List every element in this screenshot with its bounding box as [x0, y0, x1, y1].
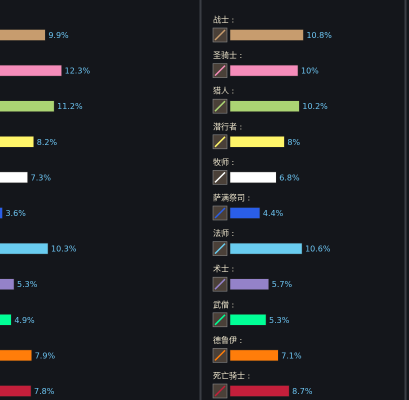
bar — [229, 136, 285, 148]
value-label: 11.2% — [57, 102, 83, 111]
class-icon-glyph — [214, 100, 226, 112]
class-icon-glyph — [214, 243, 226, 255]
bar — [229, 278, 270, 290]
bar — [0, 136, 35, 148]
class-icon-glyph — [214, 314, 226, 326]
value-label: 10.2% — [302, 102, 328, 111]
value-label: 12.3% — [65, 67, 91, 76]
category-label: 武僧 : — [213, 299, 234, 309]
value-label: 10.8% — [306, 31, 332, 40]
value-label: 10.6% — [305, 245, 331, 254]
bar — [0, 207, 3, 219]
value-label: 9.9% — [48, 31, 69, 40]
category-label: 德鲁伊 : — [213, 335, 242, 345]
bar — [0, 29, 46, 41]
bar — [229, 64, 299, 77]
bar — [229, 349, 279, 362]
value-label: 7.8% — [34, 387, 55, 396]
bar — [229, 314, 267, 326]
category-label: 死亡骑士 : — [213, 371, 250, 381]
value-label: 3.6% — [5, 209, 26, 218]
category-label: 萨满祭司 : — [213, 193, 250, 203]
bar — [0, 349, 32, 362]
category-label: 法师 : — [213, 228, 234, 238]
bar — [229, 100, 300, 112]
value-label: 4.4% — [263, 209, 284, 218]
value-label: 6.8% — [279, 173, 300, 182]
class-icon-glyph — [214, 29, 226, 41]
value-label: 10.3% — [51, 245, 77, 254]
value-label: 7.9% — [35, 351, 56, 360]
bar — [229, 242, 303, 255]
bar — [229, 171, 277, 184]
value-label: 10% — [301, 67, 319, 76]
bar — [0, 314, 12, 326]
value-label: 8% — [287, 138, 300, 147]
bar — [0, 278, 15, 290]
value-label: 5.7% — [272, 280, 293, 289]
value-label: 8.2% — [37, 138, 58, 147]
value-label: 5.3% — [17, 280, 38, 289]
category-label: 猎人 : — [213, 86, 234, 96]
value-label: 7.1% — [281, 351, 302, 360]
class-icon-glyph — [214, 65, 226, 77]
value-label: 8.7% — [292, 387, 313, 396]
class-icon-glyph — [214, 278, 226, 290]
category-label: 圣骑士 : — [213, 50, 242, 60]
bar — [229, 385, 290, 397]
value-label: 4.9% — [14, 316, 35, 325]
bar — [0, 385, 32, 397]
class-icon-glyph — [214, 171, 226, 183]
class-icon-glyph — [214, 385, 226, 397]
bar — [0, 171, 28, 184]
value-label: 7.3% — [31, 173, 52, 182]
category-label: 术士 : — [213, 264, 234, 274]
bar — [0, 64, 62, 77]
category-label: 潜行者 : — [213, 121, 242, 131]
bar — [0, 100, 55, 112]
bar — [229, 29, 304, 41]
class-icon-glyph — [214, 349, 226, 361]
bar — [229, 207, 261, 219]
value-label: 5.3% — [269, 316, 290, 325]
category-label: 牧师 : — [213, 157, 234, 167]
class-icon-glyph — [214, 207, 226, 219]
bar — [0, 242, 49, 255]
class-icon-glyph — [214, 136, 226, 148]
category-label: 战士 : — [213, 15, 234, 25]
